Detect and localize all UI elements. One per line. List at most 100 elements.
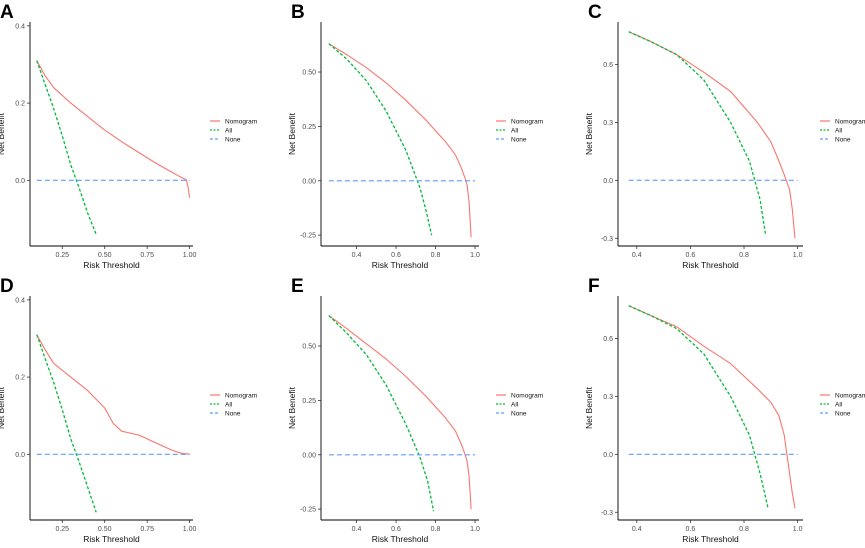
panel-b: B 0.4 0.6 0.8 1.0 -0.25 0.00 0.25 0.50 Risk Thres… — [287, 2, 543, 270]
series-nomogram-line — [328, 43, 472, 238]
series-all-line — [36, 334, 97, 513]
x-tick-label: 1.00 — [183, 252, 197, 259]
y-tick-label: -0.3 — [601, 236, 613, 243]
legend-label-nomogram: Nomogram — [225, 392, 257, 399]
x-tick-label: 0.6 — [391, 526, 401, 533]
x-axis-title: Risk Threshold — [83, 534, 140, 544]
y-tick-label: -0.25 — [300, 233, 316, 240]
series-all-line — [628, 31, 767, 235]
series-nomogram-line — [628, 31, 796, 239]
y-tick-label: 0.3 — [603, 120, 613, 127]
y-axis-title: Net Benefit — [584, 386, 594, 429]
y-tick-label: 0.2 — [15, 375, 25, 382]
series-nomogram-line — [36, 60, 191, 198]
y-tick-label: 0.6 — [603, 62, 613, 69]
x-tick-label: 0.75 — [140, 252, 154, 259]
panel-letter: D — [0, 276, 14, 297]
legend-label-none: None — [835, 410, 851, 417]
x-axis-title: Risk Threshold — [83, 260, 140, 270]
x-axis-title: Risk Threshold — [372, 534, 429, 544]
y-tick-label: 0.4 — [15, 23, 25, 30]
y-axis-title: Net Benefit — [584, 112, 594, 155]
legend-label-none: None — [511, 136, 527, 143]
y-tick-label: 0.2 — [15, 101, 25, 108]
x-tick-label: 0.8 — [739, 526, 749, 533]
legend-label-all: All — [225, 401, 233, 408]
y-tick-label: 0.4 — [15, 297, 25, 304]
y-axis-title: Net Benefit — [0, 386, 6, 429]
x-tick-label: 0.50 — [98, 526, 112, 533]
y-axis-title: Net Benefit — [287, 112, 297, 155]
x-tick-label: 0.4 — [632, 526, 642, 533]
y-tick-label: 0.0 — [603, 178, 613, 185]
x-tick-label: 0.8 — [431, 252, 441, 259]
legend-label-none: None — [511, 410, 527, 417]
x-tick-label: 1.0 — [793, 526, 803, 533]
x-tick-label: 0.4 — [632, 252, 642, 259]
x-tick-label: 0.8 — [739, 252, 749, 259]
y-tick-label: 0.25 — [302, 398, 316, 405]
x-axis-title: Risk Threshold — [682, 260, 739, 270]
x-tick-label: 0.8 — [431, 526, 441, 533]
y-tick-label: 0.50 — [302, 70, 316, 77]
panel-e: E 0.4 0.6 0.8 1.0 -0.25 0.00 0.25 0.50 Risk Thres… — [287, 276, 543, 544]
legend-label-nomogram: Nomogram — [835, 392, 865, 399]
y-tick-label: 0.50 — [302, 344, 316, 351]
panel-letter: F — [588, 276, 600, 297]
x-tick-label: 0.4 — [352, 526, 362, 533]
series-all-line — [628, 305, 769, 509]
x-tick-label: 0.6 — [686, 252, 696, 259]
series-nomogram-line — [36, 334, 190, 455]
legend-label-none: None — [835, 136, 851, 143]
legend-label-all: All — [511, 127, 519, 134]
legend-label-nomogram: Nomogram — [511, 392, 543, 399]
x-tick-label: 1.0 — [470, 252, 480, 259]
legend-label-none: None — [225, 136, 241, 143]
series-nomogram-line — [328, 315, 472, 510]
panel-d: D 0.25 0.50 0.75 1.00 0.0 0.2 0.4 Risk Threshold… — [0, 276, 257, 544]
series-all-line — [328, 43, 433, 236]
y-tick-label: 0.25 — [302, 124, 316, 131]
y-tick-label: 0.00 — [302, 452, 316, 459]
x-axis-title: Risk Threshold — [372, 260, 429, 270]
y-tick-label: 0.00 — [302, 178, 316, 185]
x-tick-label: 0.25 — [55, 526, 69, 533]
y-tick-label: 0.3 — [603, 394, 613, 401]
series-nomogram-line — [628, 305, 796, 509]
x-tick-label: 0.25 — [55, 252, 69, 259]
x-tick-label: 0.6 — [391, 252, 401, 259]
legend-label-nomogram: Nomogram — [225, 118, 257, 125]
legend-label-nomogram: Nomogram — [511, 118, 543, 125]
y-axis-title: Net Benefit — [0, 112, 6, 155]
series-all-line — [328, 315, 435, 512]
x-tick-label: 0.4 — [352, 252, 362, 259]
x-tick-label: 0.6 — [686, 526, 696, 533]
x-tick-label: 1.00 — [183, 526, 197, 533]
y-tick-label: -0.3 — [601, 510, 613, 517]
x-tick-label: 0.50 — [98, 252, 112, 259]
x-tick-label: 0.75 — [140, 526, 154, 533]
legend-label-all: All — [835, 127, 843, 134]
legend-label-all: All — [835, 401, 843, 408]
legend-label-nomogram: Nomogram — [835, 118, 865, 125]
legend-label-all: All — [225, 127, 233, 134]
panel-letter: B — [291, 2, 305, 23]
y-tick-label: 0.0 — [15, 178, 25, 185]
x-tick-label: 1.0 — [793, 252, 803, 259]
y-axis-title: Net Benefit — [287, 386, 297, 429]
series-all-line — [36, 60, 97, 235]
panel-a: A 0.25 0.50 0.75 1.00 0.0 0.2 0.4 Risk Threshold… — [0, 2, 257, 270]
y-tick-label: -0.25 — [300, 507, 316, 514]
panel-letter: C — [588, 2, 602, 23]
panel-letter: E — [291, 276, 304, 297]
y-tick-label: 0.0 — [15, 452, 25, 459]
legend-label-all: All — [511, 401, 519, 408]
x-tick-label: 1.0 — [470, 526, 480, 533]
panel-letter: A — [0, 2, 14, 23]
y-tick-label: 0.6 — [603, 336, 613, 343]
legend-label-none: None — [225, 410, 241, 417]
y-tick-label: 0.0 — [603, 452, 613, 459]
